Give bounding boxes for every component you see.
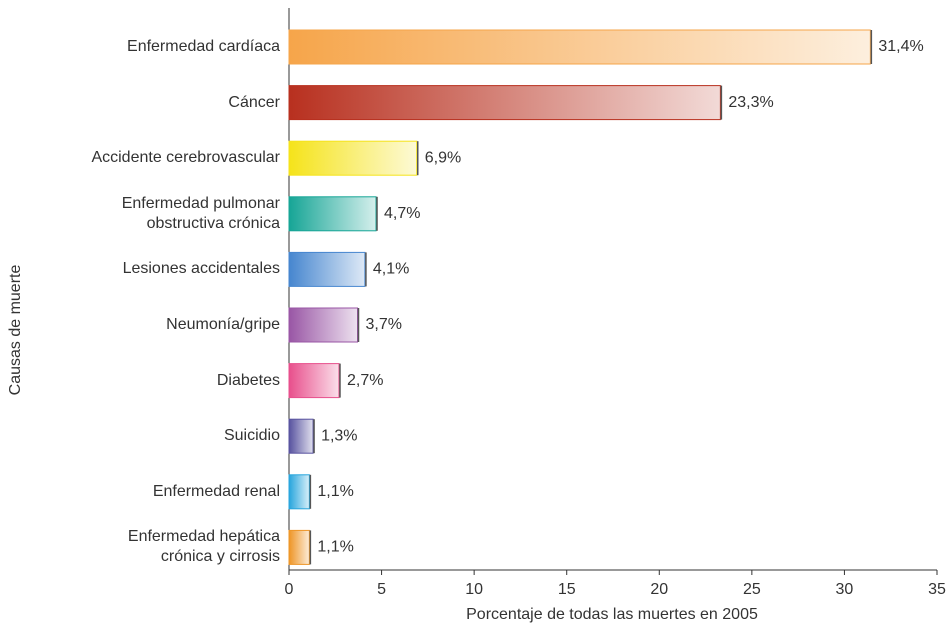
y-tick-label: Neumonía/gripe (166, 316, 280, 333)
value-label: 3,7% (366, 316, 402, 333)
bar (288, 363, 340, 399)
x-tick-label: 10 (465, 581, 483, 598)
bar (288, 251, 366, 287)
value-label: 1,1% (317, 483, 353, 500)
x-tick-label: 0 (285, 581, 294, 598)
y-axis-label: Causas de muerte (7, 265, 24, 396)
value-label: 31,4% (878, 38, 923, 55)
value-label: 4,7% (384, 205, 420, 222)
x-tick-label: 5 (377, 581, 386, 598)
bar (288, 529, 310, 565)
bar (288, 307, 359, 343)
x-tick-label: 30 (836, 581, 854, 598)
bar (288, 29, 871, 65)
x-tick-label: 15 (558, 581, 576, 598)
y-tick-label: Enfermedad renal (152, 482, 280, 500)
y-tick-label: Enfermedad hepática crónica y cirrosis (127, 528, 280, 566)
y-tick-label: Lesiones accidentales (122, 260, 280, 278)
value-label: 4,1% (373, 261, 409, 278)
x-tick-label: 25 (743, 581, 761, 598)
bar (288, 196, 377, 232)
x-tick-label: 20 (650, 581, 668, 598)
bar (288, 140, 418, 176)
y-tick-label: Accidente cerebrovascular (91, 149, 280, 167)
value-label: 2,7% (347, 372, 383, 389)
y-tick-label: Enfermedad pulmonar obstructiva crónica (121, 194, 280, 232)
bar (288, 474, 310, 510)
x-axis-label: Porcentaje de todas las muertes en 2005 (466, 606, 758, 623)
bar (288, 418, 314, 454)
x-tick-label: 35 (928, 581, 946, 598)
value-label: 23,3% (728, 94, 773, 111)
y-tick-label: Suicidio (223, 427, 280, 445)
bar (288, 85, 721, 121)
value-label: 6,9% (425, 149, 461, 166)
y-tick-label: Enfermedad cardíaca (127, 38, 280, 55)
value-label: 1,3% (321, 427, 357, 444)
y-tick-label: Cáncer (228, 93, 280, 111)
value-label: 1,1% (317, 539, 353, 556)
y-tick-label: Diabetes (216, 371, 280, 389)
